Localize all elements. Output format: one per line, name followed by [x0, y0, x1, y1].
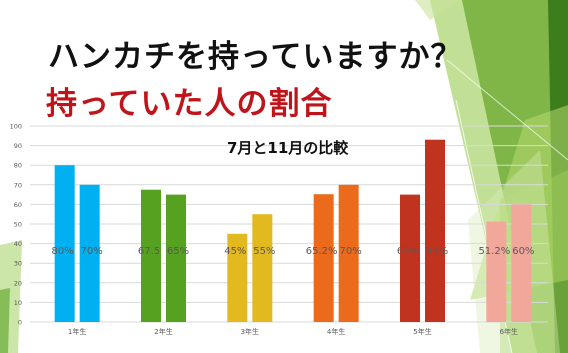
slide-subtitle-red: 持っていた人の割合 — [46, 78, 332, 123]
chart-bars — [55, 140, 532, 322]
y-tick-label: 100 — [10, 123, 22, 131]
y-tick-label: 60 — [14, 201, 22, 209]
x-tick-label: 6年生 — [500, 327, 518, 336]
data-labels: 80% 70% 67.5 65% 45% 55% 65.2% 70% 65% 93% 51.2% 60… — [52, 246, 535, 257]
slide-title: ハンカチを持っていますか？ — [48, 31, 462, 76]
data-label: 45% — [224, 246, 246, 257]
data-label: 70% — [340, 246, 362, 257]
bar — [400, 195, 420, 322]
y-tick-label: 70 — [14, 181, 22, 189]
y-tick-label: 10 — [14, 299, 22, 307]
x-tick-label: 1年生 — [68, 327, 86, 336]
x-tick-label: 5年生 — [413, 327, 431, 336]
bar — [166, 195, 186, 322]
data-label: 70% — [81, 246, 103, 257]
data-label: 80% — [52, 246, 74, 257]
data-label: 65% — [397, 246, 419, 257]
y-tick-label: 0 — [18, 319, 22, 327]
x-tick-label: 2年生 — [154, 327, 172, 336]
y-tick-label: 40 — [14, 240, 22, 248]
bar — [252, 214, 272, 322]
data-label: 65% — [167, 246, 189, 257]
data-label: 65.2% — [306, 246, 338, 257]
data-label: 93% — [426, 246, 448, 257]
bar — [425, 140, 445, 322]
data-label: 51.2% — [478, 246, 510, 257]
x-axis: 1年生 2年生 3年生 4年生 5年生 6年生 — [68, 327, 518, 336]
x-tick-label: 4年生 — [327, 327, 345, 336]
bar — [314, 194, 334, 322]
y-tick-label: 50 — [14, 221, 22, 229]
data-label: 67.5 — [138, 246, 160, 257]
decoration-left-shape — [0, 240, 22, 353]
y-tick-label: 20 — [14, 279, 22, 287]
x-tick-label: 3年生 — [241, 327, 259, 336]
bar — [511, 204, 531, 322]
y-tick-label: 90 — [14, 142, 22, 150]
data-label: 60% — [512, 246, 534, 257]
y-tick-label: 30 — [14, 260, 22, 268]
chart-title: 7月と11月の比較 — [227, 137, 348, 158]
y-tick-label: 80 — [14, 162, 22, 170]
data-label: 55% — [253, 246, 275, 257]
bar — [486, 222, 506, 322]
bar — [55, 165, 75, 322]
